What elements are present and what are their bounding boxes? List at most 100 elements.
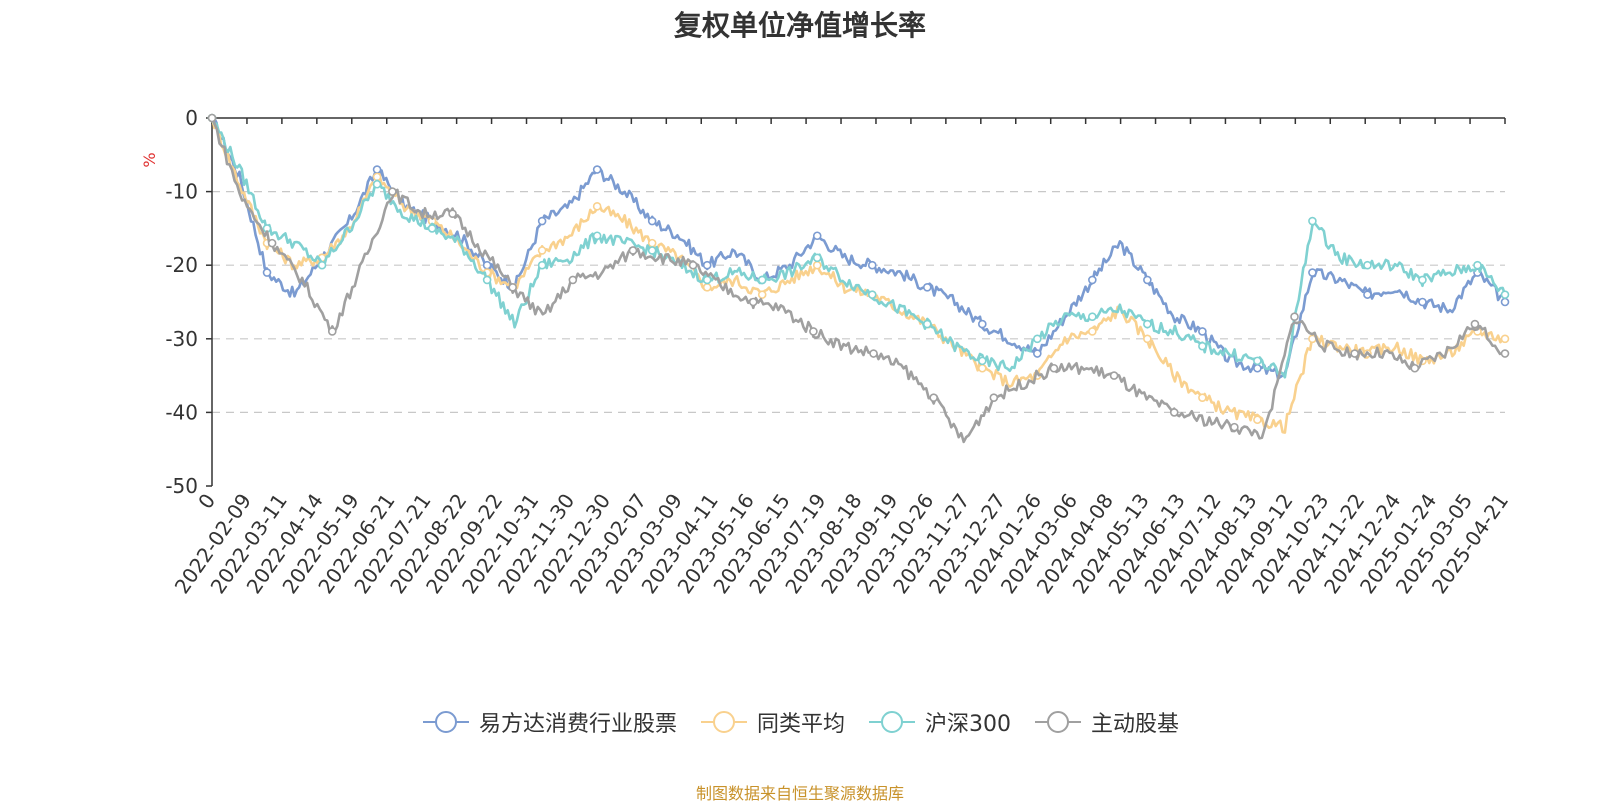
series-point xyxy=(482,275,492,285)
legend-item[interactable]: 主动股基 xyxy=(1033,706,1179,738)
series-point xyxy=(372,172,382,182)
series-point xyxy=(702,260,712,270)
series-point xyxy=(1500,349,1510,358)
series-point xyxy=(1500,297,1510,307)
series-point xyxy=(1088,327,1097,336)
legend: 易方达消费行业股票 同类平均 沪深300 主动股基 xyxy=(0,706,1600,738)
series-point xyxy=(867,260,877,270)
series-point xyxy=(592,231,602,241)
series-point xyxy=(327,327,337,336)
series-point xyxy=(1253,356,1262,366)
y-tick-label: -50 xyxy=(165,474,198,498)
series-point xyxy=(592,165,602,174)
legend-label: 同类平均 xyxy=(756,712,845,737)
series-point xyxy=(207,113,217,123)
series-point xyxy=(869,349,878,358)
y-tick-label: -10 xyxy=(165,180,198,204)
series-point xyxy=(1363,290,1372,299)
series-point xyxy=(1198,341,1207,351)
series-point xyxy=(1109,371,1119,380)
series-point xyxy=(812,260,822,270)
legend-swatch-icon xyxy=(700,711,747,733)
series-point xyxy=(647,238,657,248)
series-point xyxy=(448,209,457,218)
series-point xyxy=(1143,275,1152,285)
series-line xyxy=(210,117,1506,444)
series-point xyxy=(317,260,327,270)
y-axis-unit-label: % xyxy=(140,152,159,167)
legend-item[interactable]: 易方达消费行业股票 xyxy=(421,706,677,738)
series-point xyxy=(537,246,547,255)
series-point xyxy=(427,224,437,233)
series-point xyxy=(1198,393,1207,402)
series-point xyxy=(1033,334,1042,344)
series-point xyxy=(748,297,758,307)
series-point xyxy=(1198,327,1207,336)
series-point xyxy=(1308,216,1317,226)
series-point xyxy=(757,275,767,285)
legend-label: 主动股基 xyxy=(1091,712,1180,737)
series-point xyxy=(262,268,272,277)
series-point xyxy=(647,246,657,255)
series-point xyxy=(1253,363,1262,373)
series-point xyxy=(1418,275,1427,285)
series-point xyxy=(812,253,822,263)
series-point xyxy=(929,393,938,402)
y-tick-label: -20 xyxy=(165,253,198,277)
legend-item[interactable]: 同类平均 xyxy=(699,706,845,738)
series-point xyxy=(372,165,382,174)
series-point xyxy=(1033,349,1042,358)
series-point xyxy=(568,275,578,285)
legend-swatch-icon xyxy=(1035,711,1081,733)
series-point xyxy=(1350,349,1359,358)
series-point xyxy=(757,290,767,299)
series-point xyxy=(977,356,987,366)
chart-title: 复权单位净值增长率 xyxy=(673,9,926,42)
x-tick-label: 0 xyxy=(193,489,220,513)
series-point xyxy=(702,282,712,292)
series-point xyxy=(1473,260,1482,270)
series-point xyxy=(1470,319,1480,329)
series-point xyxy=(1308,268,1317,277)
series-point xyxy=(977,319,987,329)
series-point xyxy=(537,260,547,270)
series-point xyxy=(922,319,932,329)
series-point xyxy=(267,238,277,248)
series-point xyxy=(388,187,397,196)
series-point xyxy=(809,327,818,336)
series-point xyxy=(628,246,638,255)
series-point xyxy=(922,282,932,292)
y-tick-label: -30 xyxy=(165,327,198,351)
series-point xyxy=(1049,363,1059,373)
series-point xyxy=(1143,319,1152,329)
series-point xyxy=(1169,408,1179,417)
series-point xyxy=(482,260,492,270)
source-note: 制图数据来自恒生聚源数据库 xyxy=(695,784,904,803)
series-point xyxy=(1410,363,1420,373)
legend-swatch-icon xyxy=(422,711,469,733)
series-point xyxy=(372,179,382,189)
series-point xyxy=(688,260,698,270)
series-point xyxy=(812,231,822,241)
legend-label: 易方达消费行业股票 xyxy=(478,712,677,737)
series-point xyxy=(1230,422,1239,432)
series-point xyxy=(592,202,602,211)
series-point xyxy=(989,393,999,402)
series-line xyxy=(210,117,1507,379)
series-point xyxy=(1500,334,1510,344)
series-point xyxy=(867,290,877,299)
legend-swatch-icon xyxy=(869,711,915,733)
series-point xyxy=(647,216,657,226)
series-point xyxy=(1363,260,1372,270)
series-point xyxy=(1418,297,1427,307)
series-point xyxy=(1088,312,1097,322)
y-tick-label: 0 xyxy=(185,106,198,130)
series-point xyxy=(1143,334,1152,344)
series-point xyxy=(1253,415,1262,425)
series-point xyxy=(1088,275,1097,285)
legend-item[interactable]: 沪深300 xyxy=(867,706,1011,738)
series-point xyxy=(702,275,712,285)
series-layer xyxy=(207,113,1510,444)
series-point xyxy=(1500,290,1510,299)
